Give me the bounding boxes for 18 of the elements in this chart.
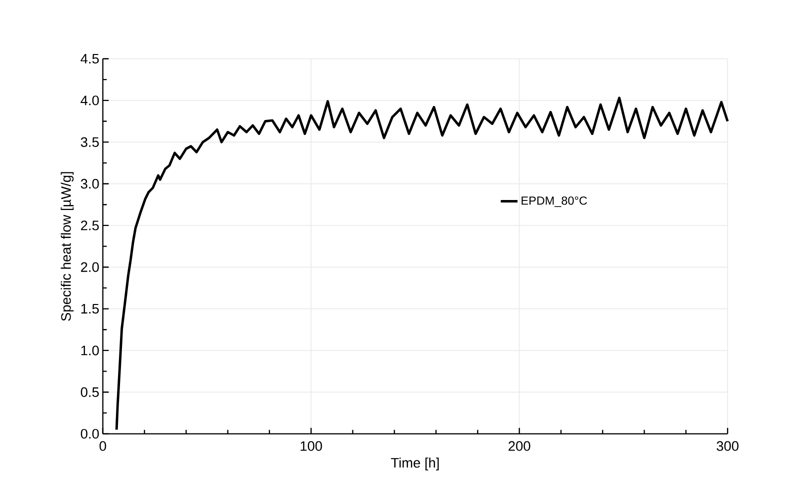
- legend-label: EPDM_80°C: [522, 196, 587, 207]
- line-series: [115, 96, 729, 431]
- x-tick-label: 0: [100, 441, 106, 451]
- x-axis-title: Time [h]: [391, 457, 439, 470]
- y-tick-label: 4.0: [80, 95, 99, 106]
- y-tick-label: 1.5: [81, 304, 99, 314]
- y-tick-label: 1.0: [81, 345, 99, 356]
- x-tick-label: 300: [716, 441, 738, 451]
- y-tick-label: 0.0: [80, 428, 99, 439]
- y-tick-label: 4.5: [80, 54, 99, 64]
- x-tick-label: 100: [300, 441, 322, 451]
- y-tick-label: 3.0: [80, 178, 99, 188]
- y-axis-title: Specific heat flow [µW/g]: [60, 172, 74, 321]
- x-tick-label: 200: [508, 441, 530, 451]
- y-tick-label: 3.5: [80, 137, 99, 147]
- y-tick-label: 0.5: [80, 387, 99, 397]
- y-tick-label: 2.5: [81, 220, 99, 230]
- y-tick-label: 2.0: [81, 262, 99, 272]
